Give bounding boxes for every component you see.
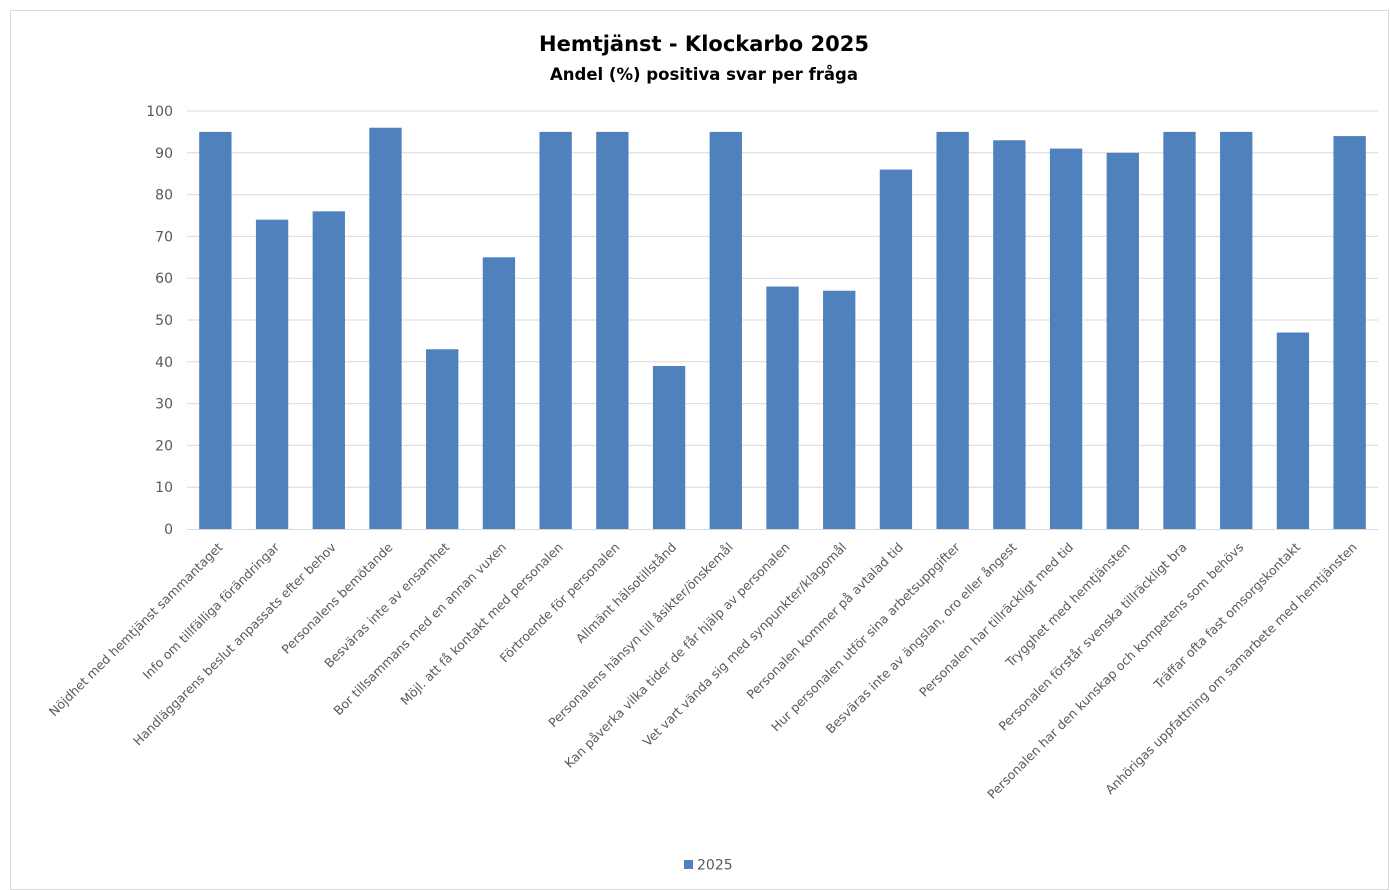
legend-swatch-2025 — [684, 860, 693, 869]
y-tick-label: 70 — [155, 229, 173, 245]
y-tick-label: 80 — [155, 188, 173, 204]
bar — [255, 219, 289, 529]
legend: 2025 — [684, 858, 733, 874]
bar — [1163, 131, 1196, 529]
chart-frame — [10, 10, 1389, 890]
x-category-label: Personalens bemötande — [278, 539, 395, 656]
bar — [369, 127, 402, 529]
bars — [199, 127, 1366, 530]
bar — [1049, 148, 1083, 529]
x-category-label: Besväras inte av ängslan, oro eller ånge… — [823, 539, 1020, 736]
bar — [1333, 136, 1366, 529]
bar — [709, 131, 742, 529]
y-tick-label: 40 — [155, 355, 173, 371]
chart-title: Hemtjänst - Klockarbo 2025 — [539, 32, 869, 56]
bar — [1106, 152, 1139, 530]
y-tick-label: 100 — [146, 104, 173, 120]
bar — [426, 349, 459, 529]
bar — [596, 131, 629, 529]
y-tick-label: 90 — [155, 146, 173, 162]
bar — [1220, 131, 1253, 529]
bar — [482, 257, 516, 529]
bar — [539, 131, 572, 529]
x-category-label: Förtroende för personalen — [497, 540, 623, 666]
bar — [652, 365, 686, 529]
x-category-label: Allmänt hälsotillstånd — [573, 540, 679, 646]
bar — [199, 131, 232, 529]
chart-subtitle: Andel (%) positiva svar per fråga — [550, 65, 858, 84]
bar — [766, 286, 799, 529]
y-tick-label: 50 — [155, 313, 173, 329]
bar — [312, 211, 345, 529]
bar — [1276, 332, 1310, 529]
legend-label-2025: 2025 — [697, 858, 733, 874]
bar — [936, 131, 969, 529]
bar — [879, 169, 913, 529]
x-category-label: Personalen har den kunskap och kompetens… — [984, 540, 1246, 802]
y-tick-label: 10 — [155, 480, 173, 496]
y-tick-label: 0 — [164, 522, 173, 538]
bar — [823, 290, 856, 529]
y-tick-label: 20 — [155, 438, 173, 454]
bar — [993, 140, 1026, 529]
x-category-label: Handläggarens beslut anpassats efter beh… — [130, 539, 339, 748]
y-tick-label: 60 — [155, 271, 173, 287]
y-tick-label: 30 — [155, 397, 173, 413]
y-axis-ticks: 0 10 20 30 40 50 60 70 80 90 100 — [146, 104, 173, 538]
x-category-label: Vet vart vända sig med synpunkter/klagom… — [640, 540, 850, 750]
